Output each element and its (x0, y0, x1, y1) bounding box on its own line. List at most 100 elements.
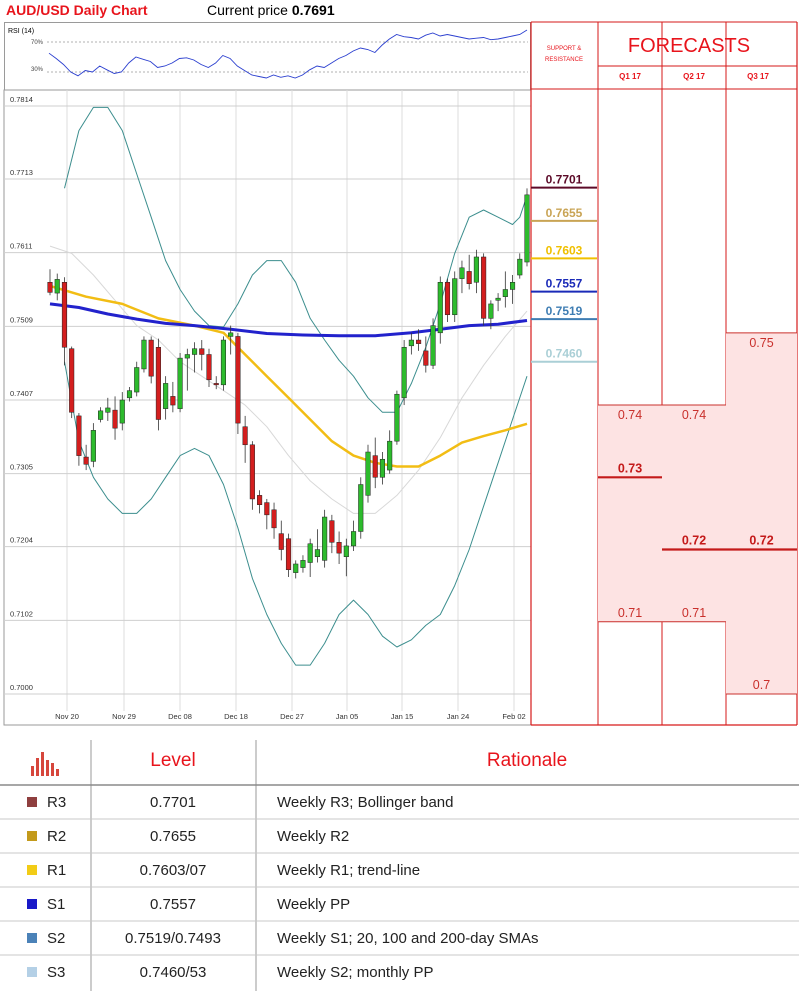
forecast-mid-label: 0.73 (618, 461, 642, 475)
candle-body (112, 409, 118, 429)
y-tick-label: 0.7814 (10, 95, 33, 104)
candle-body (423, 350, 429, 366)
rsi-label: RSI (14) (8, 28, 35, 35)
candle-body (90, 430, 96, 462)
candle-body (452, 278, 458, 316)
candle-body (170, 396, 176, 406)
level-name: R1 (47, 861, 67, 879)
candle-body (83, 456, 89, 465)
candle-body (141, 339, 147, 370)
candle-body (191, 348, 198, 355)
level-value: 0.7701 (150, 793, 196, 811)
level-value: 0.7519/0.7493 (125, 929, 221, 947)
level-rationale: Weekly S2; monthly PP (277, 963, 434, 981)
candle-body (148, 339, 154, 377)
rsi-panel: RSI (14) 70% 30% (4, 22, 531, 91)
candle-body (379, 458, 386, 478)
table-row: R3 0.7701 Weekly R3; Bollinger band (0, 785, 799, 819)
table-row: S3 0.7460/53 Weekly S2; monthly PP (0, 955, 799, 989)
level-value: 0.7655 (150, 827, 196, 845)
forecast-column-header: Q1 17 (619, 72, 641, 81)
table-row: R1 0.7603/07 Weekly R1; trend-line (0, 853, 799, 887)
sr-level-label: 0.7655 (546, 206, 583, 220)
sr-level-label: 0.7557 (546, 277, 583, 291)
level-name: S2 (47, 929, 66, 947)
level-column-header: Level (150, 750, 196, 771)
candle-body (69, 348, 75, 413)
level-rationale: Weekly PP (277, 895, 351, 913)
level-color-swatch (27, 797, 37, 807)
forecast-mid-label: 0.72 (749, 534, 773, 548)
candle-body (307, 543, 313, 563)
y-tick-label: 0.7407 (10, 389, 33, 398)
candle-body (249, 444, 255, 500)
forecast-high-label: 0.75 (749, 336, 773, 350)
candle-body (387, 440, 393, 471)
candle-body (517, 258, 523, 276)
candle-body (126, 390, 133, 399)
candle-body (416, 339, 422, 344)
candle-body (314, 549, 320, 558)
candle-body (336, 542, 342, 554)
candle-body (177, 357, 183, 409)
chart-title: AUD/USD Daily Chart (6, 2, 148, 18)
level-rationale: Weekly R1; trend-line (277, 861, 421, 879)
candle-body (481, 256, 487, 319)
rsi-line (48, 29, 528, 79)
x-tick-label: Dec 18 (224, 712, 248, 721)
candle-body (509, 282, 516, 290)
y-tick-label: 0.7102 (10, 609, 33, 618)
candle-body (495, 297, 501, 301)
sr-label-line2: RESISTANCE (545, 57, 583, 63)
candle-body (466, 271, 472, 284)
sr-level-label: 0.7460 (546, 347, 583, 361)
candle-body (394, 393, 400, 442)
candle-body (437, 282, 443, 334)
forecast-low-label: 0.71 (618, 606, 642, 620)
forecast-range (598, 405, 662, 622)
candle-body (365, 451, 371, 496)
level-color-swatch (27, 899, 37, 909)
candle-body (473, 256, 479, 283)
candle-body (401, 347, 407, 399)
candle-body (98, 410, 104, 420)
candle-body (184, 354, 190, 359)
candle-body (350, 531, 357, 547)
candle-body (47, 282, 53, 293)
candle-body (488, 303, 494, 319)
level-value: 0.7557 (150, 895, 196, 913)
y-tick-label: 0.7509 (10, 315, 33, 324)
x-tick-label: Dec 08 (168, 712, 192, 721)
candle-body (228, 332, 234, 337)
candle-body (163, 383, 169, 409)
candle-body (343, 545, 349, 558)
level-color-swatch (27, 933, 37, 943)
level-color-swatch (27, 967, 37, 977)
candle-body (430, 325, 436, 366)
level-rationale: Weekly S1; 20, 100 and 200-day SMAs (277, 929, 539, 947)
candle-body (278, 533, 284, 550)
candle-body (322, 516, 328, 561)
level-name: R2 (47, 827, 67, 845)
plot-frame (3, 89, 532, 726)
level-value: 0.7460/53 (139, 963, 207, 981)
table-row: S2 0.7519/0.7493 Weekly S1; 20, 100 and 20… (0, 921, 799, 955)
x-tick-label: Nov 20 (55, 712, 79, 721)
current-price-value: 0.7691 (291, 2, 335, 18)
candle-body (459, 267, 465, 279)
rationale-column-header: Rationale (486, 750, 568, 771)
candle-body (54, 279, 60, 294)
forecasts-title: FORECASTS (628, 35, 750, 57)
candle-body (372, 455, 378, 478)
candle-body (257, 495, 263, 505)
rsi-upper-label: 70% (31, 40, 44, 46)
current-price: Current price 0.7691 (207, 2, 335, 18)
forecast-column-header: Q2 17 (683, 72, 705, 81)
current-price-label: Current price (207, 2, 288, 18)
y-tick-label: 0.7305 (10, 463, 33, 472)
sma-100-line (49, 302, 528, 338)
level-color-swatch (27, 831, 37, 841)
bar-chart-icon (31, 752, 59, 776)
forecast-high-label: 0.74 (682, 408, 706, 422)
candle-body (61, 282, 68, 348)
